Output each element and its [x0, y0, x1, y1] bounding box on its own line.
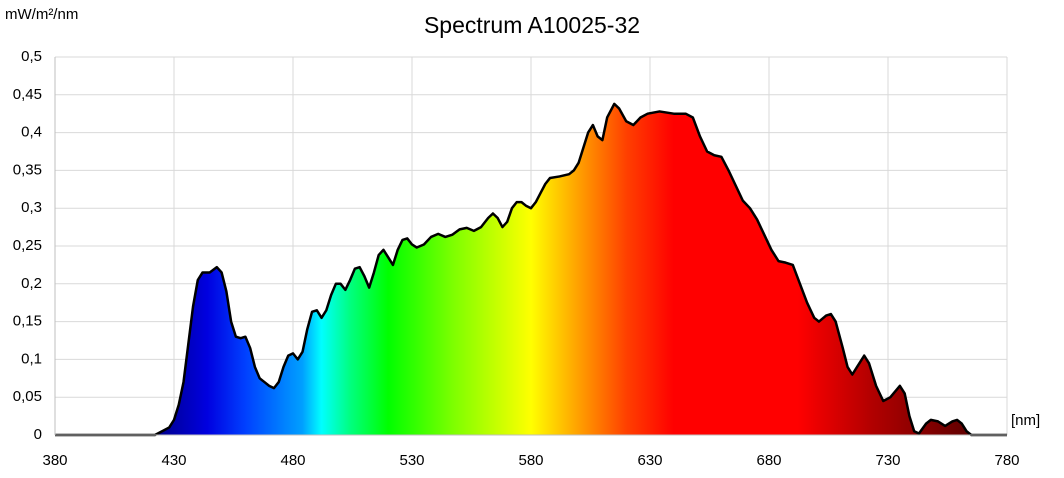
spectrum-area	[55, 103, 1007, 436]
y-tick-label: 0,4	[21, 124, 42, 141]
y-axis-label: mW/m²/nm	[5, 6, 78, 23]
x-tick-label: 530	[399, 452, 424, 469]
y-tick-label: 0,1	[21, 350, 42, 367]
y-tick-label: 0,15	[13, 313, 42, 330]
x-tick-label: 680	[756, 452, 781, 469]
x-tick-label: 780	[994, 452, 1019, 469]
y-tick-label: 0	[34, 426, 42, 443]
x-tick-label: 630	[637, 452, 662, 469]
x-tick-label: 580	[518, 452, 543, 469]
y-tick-label: 0,3	[21, 199, 42, 216]
y-tick-label: 0,5	[21, 48, 42, 65]
y-tick-label: 0,35	[13, 161, 42, 178]
y-tick-label: 0,05	[13, 388, 42, 405]
x-axis-label: [nm]	[1011, 412, 1040, 429]
x-tick-label: 480	[280, 452, 305, 469]
y-tick-label: 0,25	[13, 237, 42, 254]
x-tick-label: 380	[42, 452, 67, 469]
y-tick-label: 0,2	[21, 275, 42, 292]
y-tick-label: 0,45	[13, 86, 42, 103]
chart-title: Spectrum A10025-32	[424, 12, 640, 38]
spectrum-line	[55, 102, 1007, 437]
x-tick-label: 430	[161, 452, 186, 469]
x-tick-label: 730	[875, 452, 900, 469]
